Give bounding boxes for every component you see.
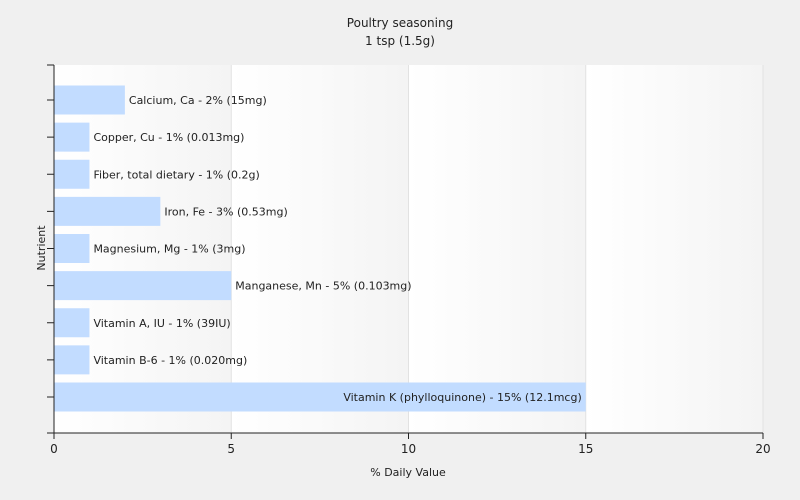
x-axis-title: % Daily Value: [370, 466, 446, 479]
x-tick-labels: 0 5 10 15 20: [50, 442, 770, 456]
bar: [54, 345, 90, 375]
bars: Calcium, Ca - 2% (15mg) Copper, Cu - 1% (…: [54, 85, 586, 412]
bar-data-label: Iron, Fe - 3% (0.53mg): [164, 205, 287, 218]
bar: [54, 271, 232, 301]
plot-band: [231, 65, 409, 433]
y-axis-title: Nutrient: [35, 225, 48, 271]
x-tick-label: 20: [755, 442, 770, 456]
chart-subtitle: 1 tsp (1.5g): [365, 34, 435, 48]
bar-data-label: Fiber, total dietary - 1% (0.2g): [93, 168, 259, 181]
bar-data-label: Vitamin K (phylloquinone) - 15% (12.1mcg…: [343, 391, 581, 404]
bar: [54, 159, 90, 189]
x-tick-label: 0: [50, 442, 58, 456]
bar: [54, 308, 90, 338]
plot-band: [408, 65, 586, 433]
bar: [54, 234, 90, 263]
chart-title: Poultry seasoning: [347, 16, 453, 30]
bar: [54, 85, 125, 115]
bar: [54, 196, 161, 226]
bar: [54, 382, 586, 412]
bar-data-label: Magnesium, Mg - 1% (3mg): [93, 243, 245, 256]
bar-data-label: Vitamin A, IU - 1% (39IU): [93, 317, 230, 330]
bar-data-label: Manganese, Mn - 5% (0.103mg): [235, 280, 411, 293]
x-tick-label: 10: [401, 442, 416, 456]
bar-data-label: Vitamin B-6 - 1% (0.020mg): [93, 354, 247, 367]
bar-data-label: Calcium, Ca - 2% (15mg): [129, 94, 267, 107]
bar-data-label: Copper, Cu - 1% (0.013mg): [93, 131, 244, 144]
bar: [54, 122, 90, 152]
axes: [47, 64, 764, 439]
x-tick-label: 5: [227, 442, 235, 456]
x-tick-label: 15: [578, 442, 593, 456]
grid-lines: [230, 65, 764, 433]
plot-band: [585, 65, 763, 433]
